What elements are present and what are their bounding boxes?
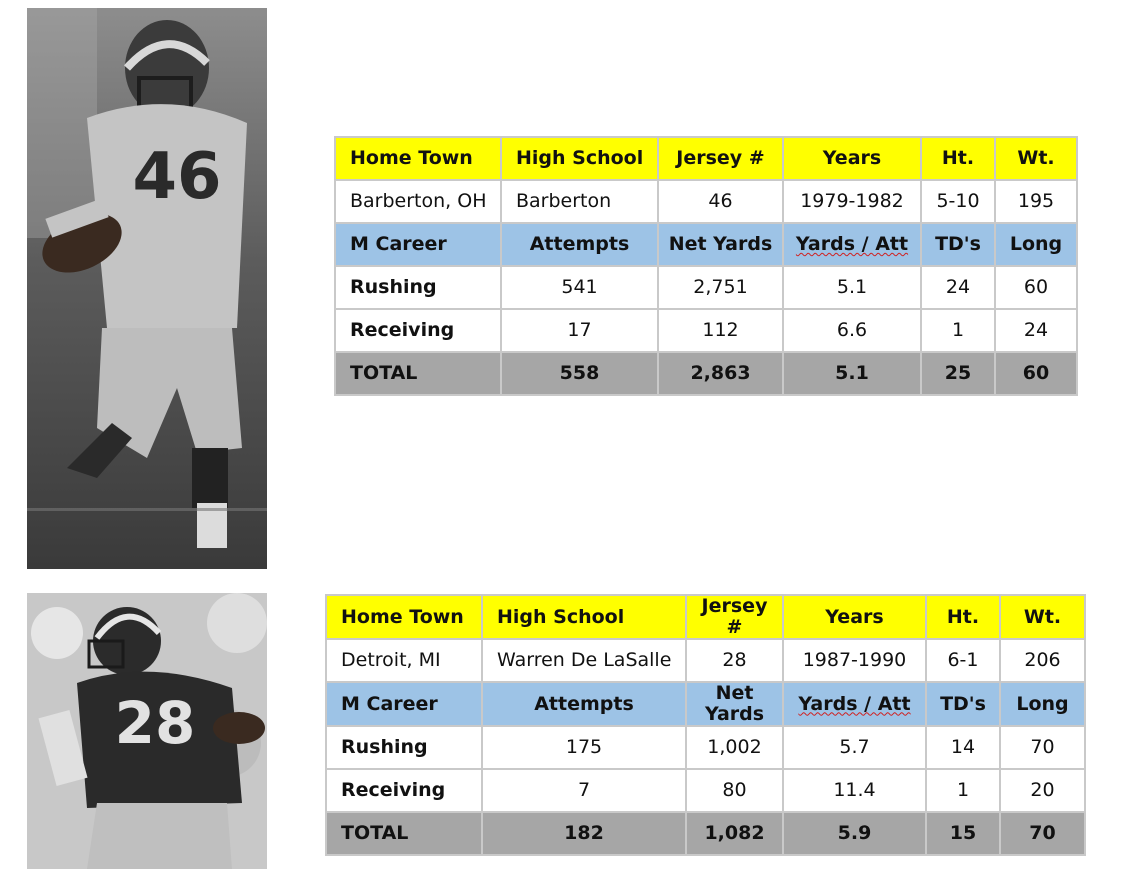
tds-value: 1 (920, 308, 996, 353)
net-yards-value: 1,002 (685, 725, 784, 770)
tds-value: 24 (920, 265, 996, 310)
years-value: 1987-1990 (782, 638, 927, 683)
career-header-row: M Career Attempts Net Yards Yards / Att … (325, 681, 1086, 727)
row-label: Rushing (334, 265, 502, 310)
header-yards-per-att: Yards / Att (782, 681, 927, 727)
header-home-town: Home Town (334, 136, 502, 181)
header-net-yards: Net Yards (685, 681, 784, 727)
net-yards-value: 2,751 (657, 265, 784, 310)
header-years: Years (782, 136, 922, 181)
total-row: TOTAL 182 1,082 5.9 15 70 (325, 811, 1086, 856)
yards-per-att-value: 5.1 (782, 351, 922, 396)
header-career: M Career (325, 681, 483, 727)
header-long: Long (999, 681, 1086, 727)
row-label: Receiving (334, 308, 502, 353)
header-tds: TD's (920, 222, 996, 267)
header-attempts: Attempts (500, 222, 659, 267)
yards-per-att-value: 5.1 (782, 265, 922, 310)
yards-per-att-value: 6.6 (782, 308, 922, 353)
yards-per-att-value: 5.7 (782, 725, 927, 770)
long-value: 70 (999, 725, 1086, 770)
total-row: TOTAL 558 2,863 5.1 25 60 (334, 351, 1078, 396)
yards-per-att-value: 11.4 (782, 768, 927, 813)
attempts-value: 175 (481, 725, 687, 770)
attempts-value: 7 (481, 768, 687, 813)
tds-value: 25 (920, 351, 996, 396)
header-weight: Wt. (994, 136, 1078, 181)
years-value: 1979-1982 (782, 179, 922, 224)
tds-value: 1 (925, 768, 1001, 813)
weight-value: 206 (999, 638, 1086, 683)
info-header-row: Home Town High School Jersey # Years Ht.… (334, 136, 1078, 181)
net-yards-value: 112 (657, 308, 784, 353)
header-jersey: Jersey # (657, 136, 784, 181)
info-row: Barberton, OH Barberton 46 1979-1982 5-1… (334, 179, 1078, 224)
attempts-value: 558 (500, 351, 659, 396)
jersey-value: 46 (657, 179, 784, 224)
high-school-value: Warren De LaSalle (481, 638, 687, 683)
header-height: Ht. (925, 594, 1001, 640)
header-attempts: Attempts (481, 681, 687, 727)
receiving-row: Receiving 17 112 6.6 1 24 (334, 308, 1078, 353)
player-photo: 46 (27, 8, 267, 569)
long-value: 20 (999, 768, 1086, 813)
header-weight: Wt. (999, 594, 1086, 640)
home-town-value: Detroit, MI (325, 638, 483, 683)
attempts-value: 17 (500, 308, 659, 353)
receiving-row: Receiving 7 80 11.4 1 20 (325, 768, 1086, 813)
row-label: TOTAL (334, 351, 502, 396)
long-value: 24 (994, 308, 1078, 353)
high-school-value: Barberton (500, 179, 659, 224)
row-label: TOTAL (325, 811, 483, 856)
attempts-value: 541 (500, 265, 659, 310)
player-stats-table: Home Town High School Jersey # Years Ht.… (334, 136, 1078, 396)
height-value: 5-10 (920, 179, 996, 224)
jersey-value: 28 (685, 638, 784, 683)
header-years: Years (782, 594, 927, 640)
header-high-school: High School (481, 594, 687, 640)
long-value: 70 (999, 811, 1086, 856)
header-career: M Career (334, 222, 502, 267)
photo-jersey-number: 46 (132, 140, 221, 214)
attempts-value: 182 (481, 811, 687, 856)
net-yards-value: 80 (685, 768, 784, 813)
home-town-value: Barberton, OH (334, 179, 502, 224)
long-value: 60 (994, 351, 1078, 396)
row-label: Rushing (325, 725, 483, 770)
height-value: 6-1 (925, 638, 1001, 683)
net-yards-value: 1,082 (685, 811, 784, 856)
header-jersey: Jersey # (685, 594, 784, 640)
weight-value: 195 (994, 179, 1078, 224)
row-label: Receiving (325, 768, 483, 813)
header-long: Long (994, 222, 1078, 267)
tds-value: 15 (925, 811, 1001, 856)
header-net-yards: Net Yards (657, 222, 784, 267)
header-yards-per-att: Yards / Att (782, 222, 922, 267)
header-high-school: High School (500, 136, 659, 181)
header-home-town: Home Town (325, 594, 483, 640)
tds-value: 14 (925, 725, 1001, 770)
long-value: 60 (994, 265, 1078, 310)
info-row: Detroit, MI Warren De LaSalle 28 1987-19… (325, 638, 1086, 683)
player-stats-table: Home Town High School Jersey # Years Ht.… (325, 594, 1086, 856)
rushing-row: Rushing 175 1,002 5.7 14 70 (325, 725, 1086, 770)
net-yards-value: 2,863 (657, 351, 784, 396)
yards-per-att-value: 5.9 (782, 811, 927, 856)
photo-jersey-number: 28 (115, 689, 196, 757)
header-height: Ht. (920, 136, 996, 181)
info-header-row: Home Town High School Jersey # Years Ht.… (325, 594, 1086, 640)
rushing-row: Rushing 541 2,751 5.1 24 60 (334, 265, 1078, 310)
player-photo: 28 (27, 593, 267, 869)
header-tds: TD's (925, 681, 1001, 727)
career-header-row: M Career Attempts Net Yards Yards / Att … (334, 222, 1078, 267)
